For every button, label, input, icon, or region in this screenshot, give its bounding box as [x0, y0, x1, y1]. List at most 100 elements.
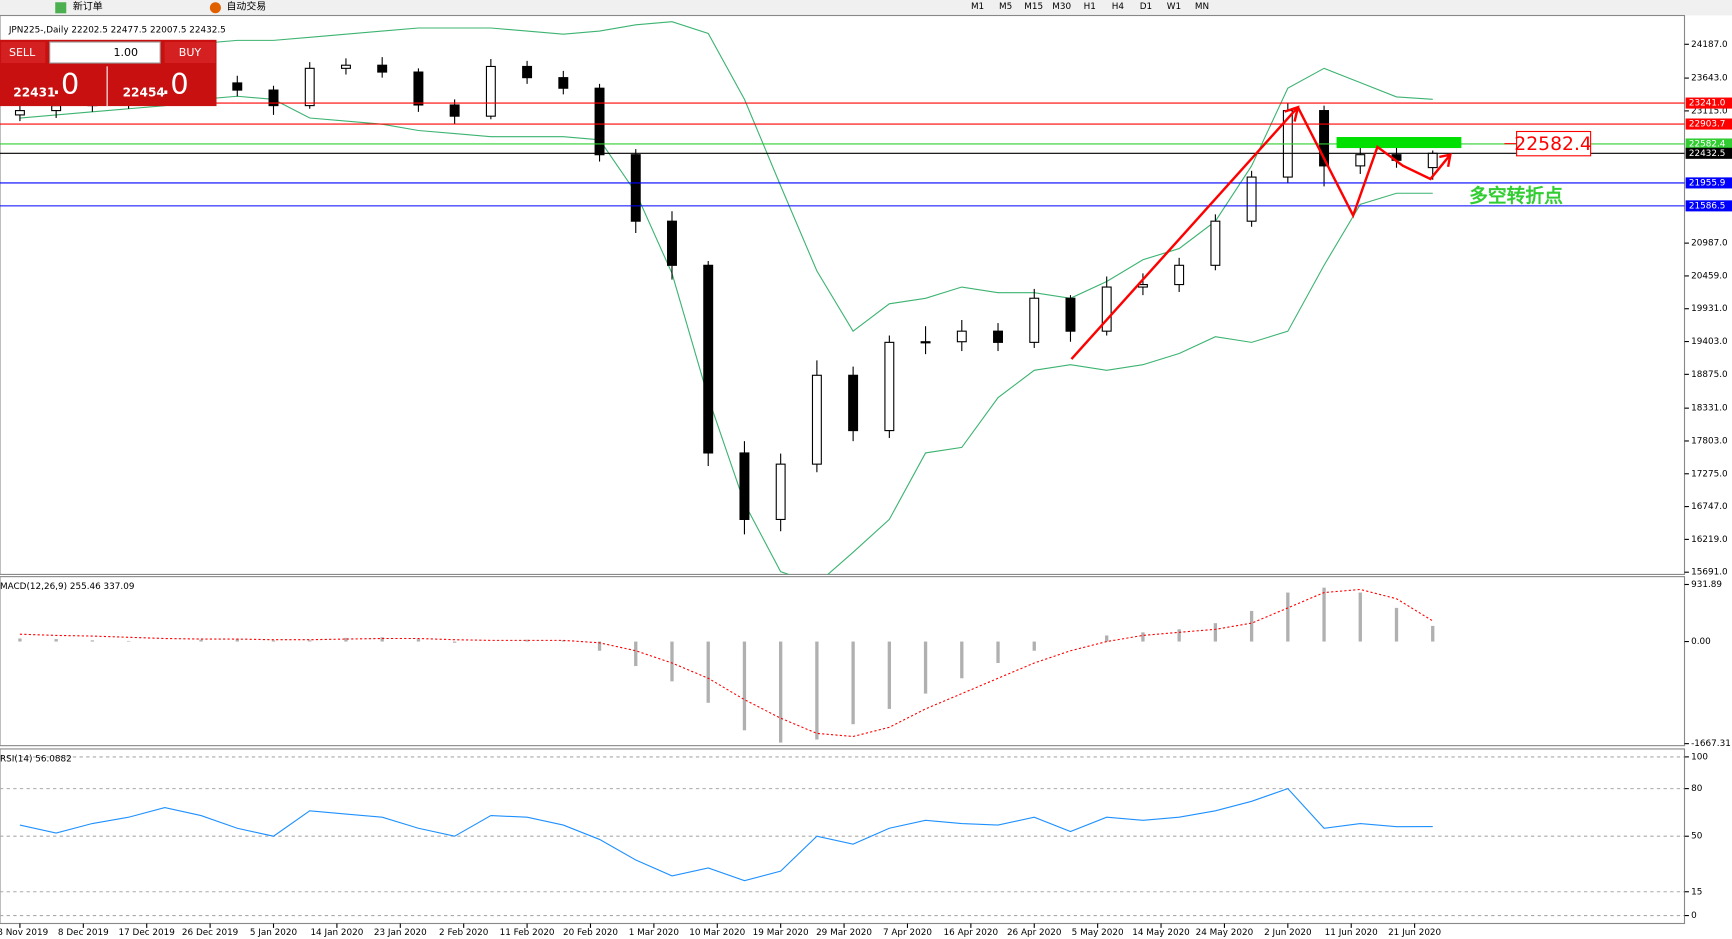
macd-bar [126, 640, 131, 642]
candle-body [1210, 220, 1221, 266]
upper-band [19, 21, 1433, 333]
candle-body [522, 65, 533, 79]
sell-button[interactable] [1, 42, 46, 64]
macd-bar [742, 641, 747, 731]
candle-body [1137, 284, 1148, 288]
x-tick-label: 19 Mar 2020 [753, 928, 809, 938]
macd-bar [779, 641, 783, 743]
auto-trading-icon[interactable] [209, 2, 221, 14]
macd-bar [1286, 592, 1290, 642]
macd-bar [18, 638, 22, 642]
up-arrow [1070, 106, 1299, 360]
timeframe-button[interactable]: MN [1195, 2, 1209, 12]
candle-body [1319, 110, 1330, 167]
x-tick-label: 5 May 2020 [1072, 928, 1124, 938]
timeframe-bar: M1 M5 M15 M30 H1 H4 D1 W1 MN [971, 2, 1209, 12]
macd-bar [706, 641, 710, 703]
price-line-tag [1685, 147, 1732, 159]
macd-bar [416, 639, 421, 642]
price-line-label: 22432.5 [1689, 149, 1726, 159]
price-line-tag [1685, 177, 1732, 189]
price-line-label: 22903.7 [1689, 120, 1726, 130]
candle-body [630, 154, 641, 222]
macd-bar [1394, 607, 1399, 642]
candle-body [848, 374, 859, 432]
new-order-icon[interactable] [55, 2, 67, 14]
candle-body [993, 330, 1003, 343]
candle-body [1101, 286, 1112, 332]
volume-field[interactable] [49, 41, 161, 64]
timeframe-button[interactable]: M5 [999, 2, 1012, 12]
candle-body [304, 67, 315, 107]
x-tick-label: 11 Jun 2020 [1325, 928, 1378, 938]
sell-price-decimals[interactable]: .0 [52, 67, 79, 101]
price-line-tag [1685, 97, 1732, 109]
timeframe-button[interactable]: M30 [1052, 2, 1071, 12]
rsi-line [19, 787, 1433, 882]
y-tick-label: 0.00 [1691, 637, 1711, 647]
buy-price[interactable]: 22454 [123, 85, 165, 99]
zone-highlight [1336, 137, 1462, 149]
macd-bar [634, 641, 638, 667]
macd-bar [923, 641, 928, 694]
main-plot [0, 21, 1685, 575]
macd-bar [1431, 625, 1435, 642]
candle-body [377, 64, 388, 73]
x-tick-label: 5 Jan 2020 [250, 928, 298, 938]
toolbar [0, 0, 1732, 16]
candle-body [775, 463, 786, 520]
y-tick-label: 15691.0 [1691, 568, 1728, 578]
main-panel [0, 14, 1686, 575]
timeframe-button[interactable]: D1 [1140, 2, 1152, 12]
x-tick-label: 26 Dec 2019 [182, 928, 238, 938]
y-tick-label: 18331.0 [1691, 404, 1728, 414]
new-order-button[interactable]: 新订单 [73, 0, 103, 13]
axes: 24187.0 23643.0 23115.0 20987.0 20459.0 19931… [0, 25, 1732, 938]
candle-body [811, 374, 822, 465]
candle-body [14, 110, 25, 116]
volume-value[interactable]: 1.00 [114, 46, 139, 59]
buy-button[interactable] [164, 42, 216, 64]
sell-label[interactable]: SELL [9, 46, 36, 59]
timeframe-button[interactable]: W1 [1167, 2, 1181, 12]
macd-bar [344, 637, 348, 642]
macd-bar [235, 639, 239, 642]
price-line-tag [1685, 200, 1732, 212]
x-tick-label: 28 Nov 2019 [0, 928, 48, 938]
y-tick-label: 50 [1691, 832, 1703, 842]
x-tick-label: 8 Dec 2019 [58, 928, 109, 938]
candle-body [920, 341, 931, 344]
arrow-head [1439, 153, 1452, 168]
macd-bar [996, 641, 1000, 663]
y-tick-label: 17803.0 [1691, 436, 1728, 446]
sell-price[interactable]: 22431 [13, 85, 55, 99]
price-line-label: 23241.0 [1689, 99, 1726, 109]
pivot-label: 多空转折点 [1469, 184, 1563, 207]
macd-bar [1105, 635, 1109, 642]
auto-trading-button[interactable]: 自动交易 [226, 0, 266, 13]
candle-body [956, 330, 967, 343]
price-line-tag [1685, 138, 1732, 150]
buy-price-decimals[interactable]: .0 [161, 67, 188, 101]
y-tick-label: 24187.0 [1691, 40, 1728, 50]
level-box [1516, 130, 1592, 157]
candle-body [449, 104, 460, 117]
y-tick-label: 23115.0 [1691, 106, 1728, 116]
buy-label[interactable]: BUY [179, 46, 202, 59]
y-tick-label: 23643.0 [1691, 74, 1728, 84]
timeframe-button[interactable]: M1 [971, 2, 984, 12]
candle-body [739, 452, 750, 520]
timeframe-button[interactable]: M15 [1024, 2, 1043, 12]
x-tick-label: 23 Jan 2020 [374, 928, 427, 938]
candle-body [667, 220, 677, 266]
trend-arrows [1070, 105, 1452, 360]
timeframe-button[interactable]: H4 [1112, 2, 1125, 12]
candle-body [884, 341, 895, 432]
x-tick-label: 11 Feb 2020 [500, 928, 555, 938]
candle-body [340, 64, 351, 69]
timeframe-button[interactable]: H1 [1084, 2, 1096, 12]
chart-title: JPN225-,Daily 22202.5 22477.5 22007.5 22… [8, 25, 226, 35]
panel-title: MACD(12,26,9) 255.46 337.09 [0, 582, 134, 592]
